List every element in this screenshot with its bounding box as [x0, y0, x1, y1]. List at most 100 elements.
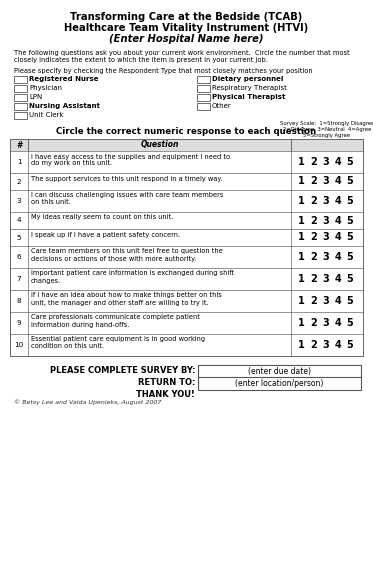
Bar [197, 103, 210, 110]
Bar [10, 290, 363, 312]
Bar [10, 229, 363, 246]
Text: 4: 4 [335, 318, 341, 328]
Text: 3: 3 [322, 233, 329, 242]
Text: Healthcare Team Vitality Instrument (HTVI): Healthcare Team Vitality Instrument (HTV… [64, 23, 308, 33]
Text: Unit Clerk: Unit Clerk [29, 112, 64, 118]
Text: 3: 3 [322, 215, 329, 226]
Text: 9: 9 [17, 320, 21, 326]
Text: 3: 3 [322, 318, 329, 328]
Bar [10, 246, 363, 268]
Text: 1: 1 [298, 296, 305, 306]
Bar [14, 85, 27, 92]
Text: RETURN TO:: RETURN TO: [138, 378, 195, 387]
Text: 1: 1 [298, 340, 305, 350]
Text: 2: 2 [310, 274, 317, 284]
Text: 2: 2 [310, 215, 317, 226]
Text: 2: 2 [310, 233, 317, 242]
Text: 4: 4 [335, 340, 341, 350]
Bar [10, 212, 363, 229]
Text: © Betsy Lee and Valda Upenieks, August 2007: © Betsy Lee and Valda Upenieks, August 2… [14, 399, 162, 405]
Text: 1: 1 [298, 196, 305, 206]
Text: 1: 1 [298, 177, 305, 186]
Text: 2: 2 [310, 340, 317, 350]
Bar [10, 139, 363, 151]
Text: #: # [16, 140, 22, 149]
Text: 2: 2 [310, 296, 317, 306]
Text: 8: 8 [17, 298, 21, 304]
Text: 5: 5 [17, 234, 21, 241]
Bar [10, 173, 363, 190]
Text: 3: 3 [17, 198, 21, 204]
Text: 2: 2 [310, 177, 317, 186]
Bar [197, 76, 210, 83]
Text: If I have an idea about how to make things better on this
unit, the manager and : If I have an idea about how to make thin… [31, 292, 222, 306]
Text: Physical Therapist: Physical Therapist [212, 94, 285, 100]
Text: 5: 5 [347, 252, 353, 262]
Text: 4: 4 [335, 196, 341, 206]
Text: Nursing Assistant: Nursing Assistant [29, 103, 100, 109]
Text: 4: 4 [335, 215, 341, 226]
Text: 1: 1 [298, 252, 305, 262]
Text: 5: 5 [347, 318, 353, 328]
Text: 3: 3 [322, 157, 329, 167]
Bar [198, 365, 361, 378]
Text: Respiratory Therapist: Respiratory Therapist [212, 85, 287, 91]
Text: 5: 5 [347, 177, 353, 186]
Text: 3: 3 [322, 340, 329, 350]
Text: 7: 7 [17, 276, 21, 282]
Bar [10, 151, 363, 173]
Text: Care professionals communicate complete patient
information during hand-offs.: Care professionals communicate complete … [31, 315, 200, 328]
Text: 2: 2 [310, 318, 317, 328]
Text: Survey Scale:  1=Strongly Disagree
2=Disagree  3=Neutral  4=Agree
5=Strongly Agr: Survey Scale: 1=Strongly Disagree 2=Disa… [280, 121, 373, 138]
Bar [197, 94, 210, 101]
Text: I speak up if I have a patient safety concern.: I speak up if I have a patient safety co… [31, 231, 180, 238]
Text: I have easy access to the supplies and equipment I need to
do my work on this un: I have easy access to the supplies and e… [31, 153, 230, 166]
Bar [10, 312, 363, 334]
Text: My ideas really seem to count on this unit.: My ideas really seem to count on this un… [31, 214, 173, 221]
Text: 5: 5 [347, 340, 353, 350]
Bar [14, 103, 27, 110]
Text: 2: 2 [17, 178, 21, 185]
Text: 3: 3 [322, 274, 329, 284]
Text: 10: 10 [15, 342, 23, 348]
Text: Important patient care information is exchanged during shift
changes.: Important patient care information is ex… [31, 271, 234, 283]
Text: Physician: Physician [29, 85, 62, 91]
Text: Circle the correct numeric response to each question: Circle the correct numeric response to e… [56, 127, 316, 136]
Text: 3: 3 [322, 196, 329, 206]
Text: Registered Nurse: Registered Nurse [29, 76, 98, 82]
Text: Transforming Care at the Bedside (TCAB): Transforming Care at the Bedside (TCAB) [70, 12, 302, 22]
Text: 4: 4 [335, 157, 341, 167]
Text: 1: 1 [298, 233, 305, 242]
Text: 5: 5 [347, 215, 353, 226]
Text: 5: 5 [347, 274, 353, 284]
Text: 5: 5 [347, 233, 353, 242]
Text: 2: 2 [310, 252, 317, 262]
Text: 4: 4 [17, 218, 21, 223]
Text: 3: 3 [322, 296, 329, 306]
Text: 4: 4 [335, 233, 341, 242]
Text: PLEASE COMPLETE SURVEY BY:: PLEASE COMPLETE SURVEY BY: [50, 366, 195, 375]
Text: 2: 2 [310, 196, 317, 206]
Text: The support services to this unit respond in a timely way.: The support services to this unit respon… [31, 176, 222, 181]
Text: 1: 1 [298, 318, 305, 328]
Text: 5: 5 [347, 157, 353, 167]
Text: (enter due date): (enter due date) [248, 367, 311, 376]
Text: I can discuss challenging issues with care team members
on this unit.: I can discuss challenging issues with ca… [31, 193, 223, 206]
Text: (Enter Hospital Name here): (Enter Hospital Name here) [109, 34, 263, 44]
Text: Essential patient care equipment is in good working
condition on this unit.: Essential patient care equipment is in g… [31, 336, 205, 349]
Text: 6: 6 [17, 254, 21, 260]
Text: 4: 4 [335, 274, 341, 284]
Bar [14, 76, 27, 83]
Text: 4: 4 [335, 252, 341, 262]
Bar [197, 85, 210, 92]
Text: 2: 2 [310, 157, 317, 167]
Text: THANK YOU!: THANK YOU! [136, 390, 195, 399]
Bar [10, 268, 363, 290]
Text: 3: 3 [322, 177, 329, 186]
Text: The following questions ask you about your current work environment.  Circle the: The following questions ask you about yo… [14, 50, 350, 63]
Bar [14, 112, 27, 119]
Text: 1: 1 [298, 274, 305, 284]
Text: 1: 1 [298, 157, 305, 167]
Text: 5: 5 [347, 296, 353, 306]
Text: Dietary personnel: Dietary personnel [212, 76, 283, 82]
